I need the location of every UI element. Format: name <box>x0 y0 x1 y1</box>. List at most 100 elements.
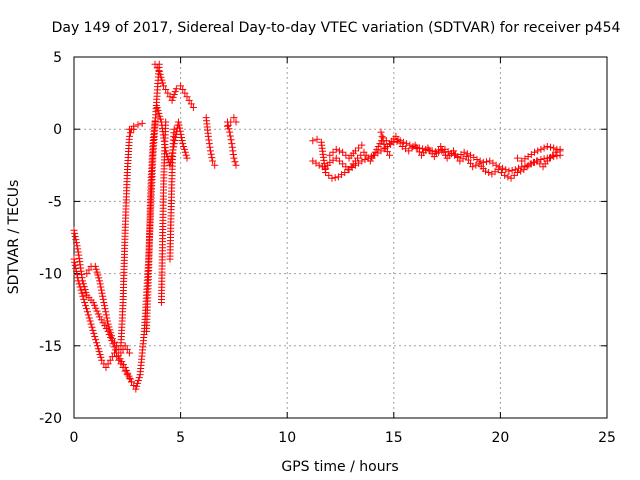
data-point <box>379 137 387 145</box>
data-point <box>134 376 142 384</box>
data-point <box>335 157 343 165</box>
data-point <box>134 379 142 387</box>
data-point <box>72 268 80 276</box>
data-point <box>325 171 333 179</box>
y-tick-label: 0 <box>53 122 62 138</box>
data-point <box>556 147 564 155</box>
data-point <box>380 140 388 148</box>
x-tick-label: 10 <box>278 430 296 446</box>
data-point <box>104 317 112 325</box>
data-point <box>155 109 163 117</box>
data-point <box>376 140 384 148</box>
data-point <box>125 132 133 140</box>
data-point <box>230 154 238 162</box>
data-point <box>168 96 176 104</box>
data-point <box>82 288 90 296</box>
data-point <box>495 163 503 171</box>
data-point <box>543 143 551 151</box>
data-point <box>370 151 378 159</box>
data-point <box>93 342 101 350</box>
data-point <box>228 143 236 151</box>
data-point <box>71 229 79 237</box>
data-point <box>111 346 119 354</box>
data-point <box>440 148 448 156</box>
data-point <box>83 308 91 316</box>
data-point <box>138 119 146 127</box>
data-point <box>74 274 82 282</box>
data-point <box>85 266 93 274</box>
data-point <box>80 295 88 303</box>
data-point <box>403 140 411 148</box>
data-point <box>95 274 103 282</box>
data-point <box>171 88 179 96</box>
data-point <box>180 145 188 153</box>
data-point <box>361 156 369 164</box>
data-point <box>520 166 528 174</box>
data-point <box>121 367 129 375</box>
data-point <box>366 157 374 165</box>
data-point <box>494 166 502 174</box>
data-point <box>229 150 237 158</box>
data-point <box>106 356 114 364</box>
x-tick-label: 15 <box>385 430 403 446</box>
data-point <box>383 148 391 156</box>
data-point <box>177 82 185 90</box>
data-point <box>185 96 193 104</box>
data-point <box>72 239 80 247</box>
data-point <box>205 136 213 144</box>
data-point <box>206 147 214 155</box>
data-point <box>377 128 385 136</box>
x-tick-label: 20 <box>491 430 509 446</box>
data-point <box>326 151 334 159</box>
data-point <box>169 93 177 101</box>
data-point <box>209 157 217 165</box>
data-point <box>170 125 178 133</box>
data-point <box>335 147 343 155</box>
data-point <box>224 122 232 130</box>
data-point <box>529 158 537 166</box>
data-point <box>81 285 89 293</box>
data-point <box>339 148 347 156</box>
data-point <box>229 147 237 155</box>
data-point <box>97 316 105 324</box>
data-point <box>70 255 78 263</box>
data-point <box>72 264 80 272</box>
data-point <box>183 154 191 162</box>
data-point <box>228 140 236 148</box>
data-point <box>93 339 101 347</box>
data-point <box>187 100 195 108</box>
data-point <box>151 118 159 126</box>
data-point <box>374 143 382 151</box>
data-point <box>371 148 379 156</box>
data-point <box>177 130 185 138</box>
data-point <box>85 314 93 322</box>
data-point <box>232 161 240 169</box>
data-point <box>230 114 238 122</box>
data-point <box>111 338 119 346</box>
axis-ticks <box>73 56 608 419</box>
data-point <box>125 349 133 357</box>
data-point <box>534 147 542 155</box>
data-point <box>180 143 188 151</box>
data-point <box>339 160 347 168</box>
data-point <box>104 360 112 368</box>
data-point <box>73 242 81 250</box>
data-point <box>88 323 96 331</box>
data-point <box>97 353 105 361</box>
data-point <box>81 298 89 306</box>
data-point <box>540 144 548 152</box>
data-point <box>179 140 187 148</box>
data-point <box>553 152 561 160</box>
data-point <box>115 356 123 364</box>
data-point <box>72 236 80 244</box>
y-tick-label: 5 <box>53 50 62 66</box>
data-point <box>181 148 189 156</box>
data-point <box>94 271 102 279</box>
data-point <box>84 311 92 319</box>
data-point <box>208 154 216 162</box>
data-point <box>93 307 101 315</box>
data-point <box>492 161 500 169</box>
data-point <box>74 277 82 285</box>
data-point <box>399 138 407 146</box>
data-point <box>154 106 162 114</box>
